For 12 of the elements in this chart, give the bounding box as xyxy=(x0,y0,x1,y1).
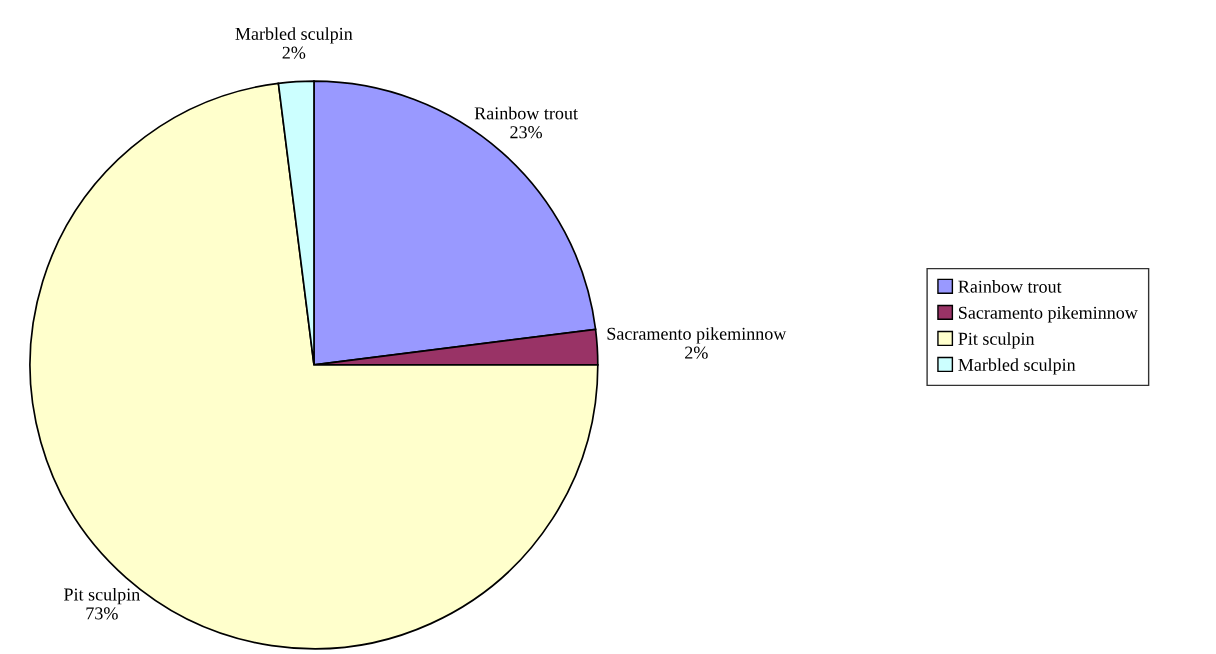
legend-label: Rainbow trout xyxy=(958,280,1062,293)
data-label: 73% xyxy=(86,607,118,620)
data-label: 2% xyxy=(685,346,708,359)
slice-label: Sacramento pikeminnow xyxy=(607,327,787,344)
data-label: 23% xyxy=(510,126,543,139)
slice-label: Marbled sculpin xyxy=(235,27,353,44)
slice-label: Rainbow trout xyxy=(474,106,578,120)
legend-label: Pit sculpin xyxy=(958,332,1035,349)
legend-label: Marbled sculpin xyxy=(958,358,1076,375)
slice-label: Pit sculpin xyxy=(64,587,140,605)
data-label: 2% xyxy=(282,46,306,59)
legend-label: Sacramento pikeminnow xyxy=(959,306,1138,323)
